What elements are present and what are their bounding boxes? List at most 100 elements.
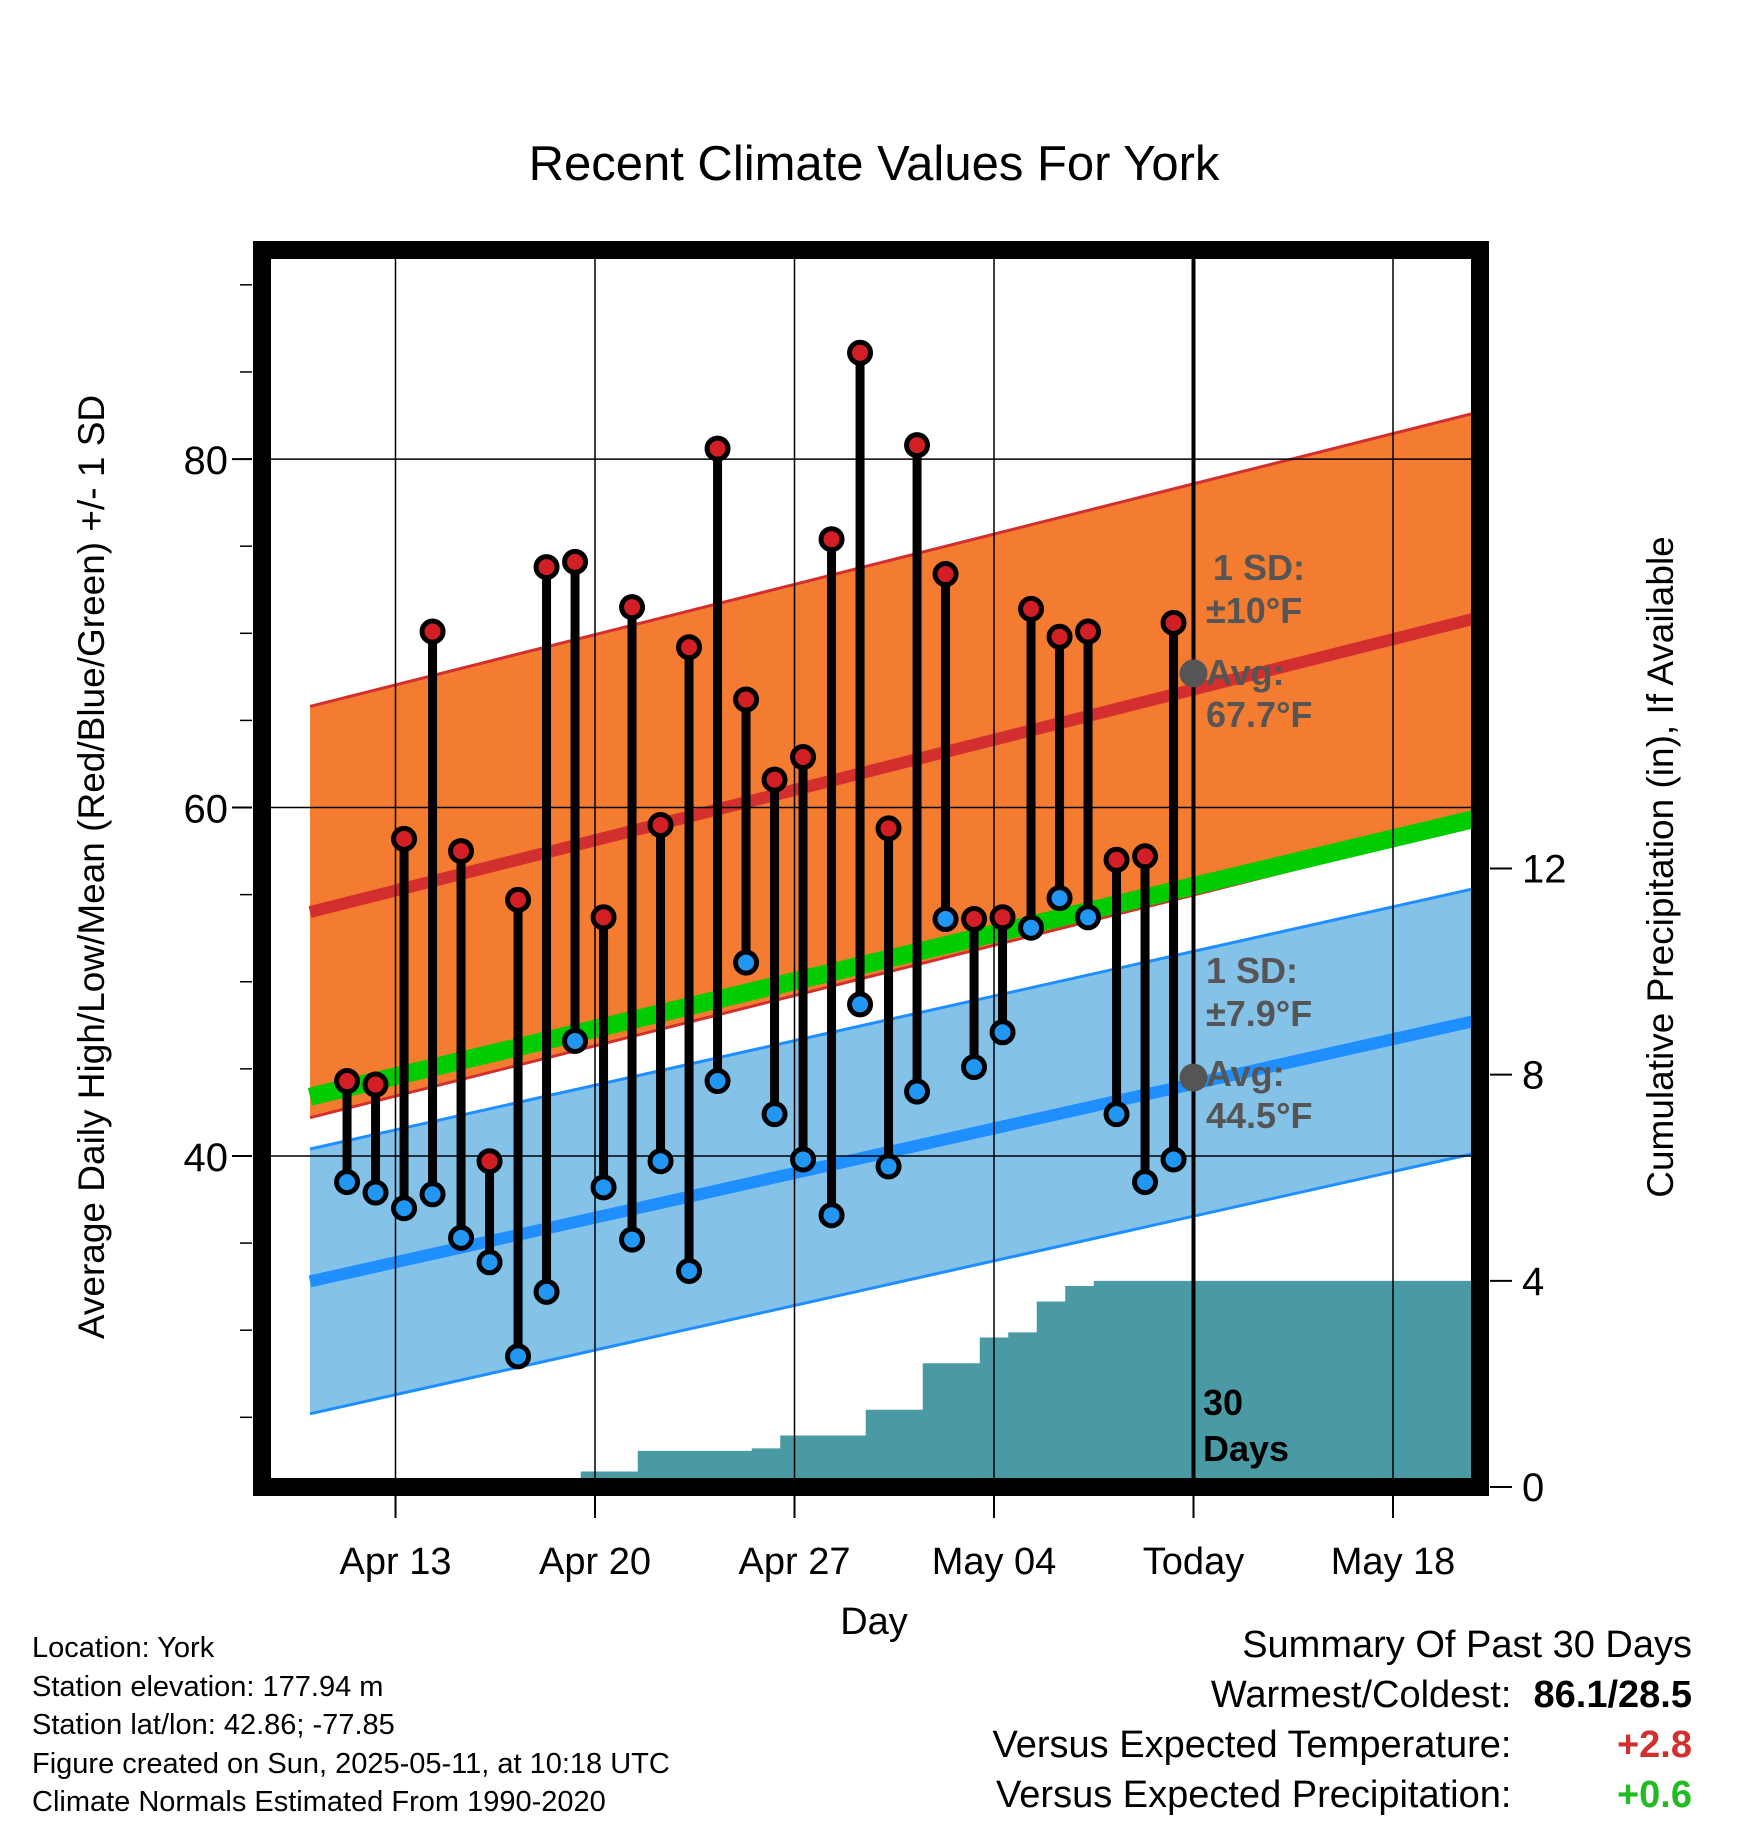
low-band-lower-edge: [309, 1151, 1479, 1416]
low-point: [790, 1146, 817, 1173]
precip-anomaly-label: Versus Expected Precipitation:: [996, 1774, 1512, 1816]
high-avg-label: Avg:: [1206, 652, 1285, 693]
high-point: [419, 618, 446, 645]
high-point: [476, 1148, 503, 1175]
high-point: [590, 904, 617, 931]
low-point: [590, 1174, 617, 1201]
low-point: [932, 906, 959, 933]
high-point: [391, 825, 418, 852]
high-point: [875, 815, 902, 842]
low-point: [362, 1179, 389, 1206]
normals-text: Climate Normals Estimated From 1990-2020: [32, 1786, 606, 1818]
high-point: [1103, 846, 1130, 873]
high-point: [619, 594, 646, 621]
precip-area: [352, 1280, 1479, 1487]
location-text: Location: York: [32, 1632, 215, 1664]
high-point: [562, 548, 589, 575]
high-point: [334, 1068, 361, 1095]
station-info: Location: York Station elevation: 177.94…: [32, 1629, 670, 1822]
high-point: [847, 339, 874, 366]
high-point: [1132, 843, 1159, 870]
high-point: [533, 554, 560, 581]
low-point: [704, 1068, 731, 1095]
x-tick-label: Today: [1143, 1541, 1244, 1583]
x-tick-label: May 04: [932, 1541, 1057, 1583]
high-point: [505, 886, 532, 913]
low-point: [904, 1078, 931, 1105]
low-point: [761, 1101, 788, 1128]
y-tick-label: 80: [184, 439, 229, 483]
summary-heading: Summary Of Past 30 Days: [1242, 1624, 1692, 1666]
x-axis-label: Day: [840, 1601, 908, 1643]
summary-panel: Summary Of Past 30 Days Warmest/Coldest:…: [993, 1620, 1692, 1820]
low-point: [989, 1019, 1016, 1046]
temp-anomaly-value: +2.8: [1616, 1724, 1692, 1766]
days-label-number: 30: [1203, 1382, 1243, 1423]
high-point: [1160, 609, 1187, 636]
low-sd-label: 1 SD:: [1206, 950, 1298, 991]
low-point: [676, 1257, 703, 1284]
low-point: [505, 1343, 532, 1370]
x-tick-label: Apr 27: [739, 1541, 851, 1583]
y2-tick-label: 8: [1522, 1054, 1544, 1098]
low-avg-value: 44.5°F: [1206, 1095, 1312, 1136]
high-point: [1018, 595, 1045, 622]
low-point: [847, 991, 874, 1018]
low-point: [875, 1153, 902, 1180]
temp-anomaly-label: Versus Expected Temperature:: [992, 1724, 1512, 1766]
low-sd-value: ±7.9°F: [1206, 993, 1312, 1034]
low-point: [533, 1278, 560, 1305]
high-today-avg-marker: [1179, 659, 1208, 688]
summary-warm-cold-row: Warmest/Coldest: 86.1/28.5: [993, 1670, 1692, 1720]
high-band-upper-edge: [309, 410, 1479, 708]
x-tick-label: May 18: [1331, 1541, 1456, 1583]
high-point: [761, 766, 788, 793]
high-point: [733, 686, 760, 713]
low-point: [419, 1181, 446, 1208]
high-point: [790, 743, 817, 770]
high-point: [676, 634, 703, 661]
x-tick-label: Apr 13: [340, 1541, 452, 1583]
y2-tick-label: 4: [1522, 1260, 1544, 1304]
high-point: [989, 904, 1016, 931]
y2-tick-label: 0: [1522, 1466, 1544, 1510]
low-point: [1046, 885, 1073, 912]
precip-anomaly-value: +0.6: [1616, 1774, 1692, 1816]
low-normal-line: [308, 1014, 1480, 1288]
low-point: [562, 1027, 589, 1054]
chart-title: Recent Climate Values For York: [529, 137, 1220, 191]
low-point: [334, 1169, 361, 1196]
latlon-text: Station lat/lon: 42.86; -77.85: [32, 1709, 395, 1741]
days-label-unit: Days: [1203, 1428, 1289, 1469]
low-point: [391, 1195, 418, 1222]
low-point: [1103, 1101, 1130, 1128]
low-point: [619, 1226, 646, 1253]
low-avg-label: Avg:: [1206, 1053, 1285, 1094]
low-point: [733, 949, 760, 976]
y2-tick-label: 12: [1522, 848, 1567, 892]
low-point: [1132, 1169, 1159, 1196]
mean-normal-line: [307, 809, 1481, 1106]
elevation-text: Station elevation: 177.94 m: [32, 1670, 384, 1703]
y-tick-label: 40: [184, 1136, 229, 1180]
low-point: [647, 1148, 674, 1175]
high-sd-value: ±10°F: [1206, 590, 1302, 631]
y-axis-label: Average Daily High/Low/Mean (Red/Blue/Gr…: [71, 395, 112, 1339]
plot-frame: [253, 241, 1489, 1496]
y2-axis-label: Cumulative Precipitation (in), If Availa…: [1640, 536, 1681, 1198]
y-tick-label: 60: [184, 788, 229, 832]
high-point: [1046, 623, 1073, 650]
high-point: [362, 1071, 389, 1098]
summary-temp-row: Versus Expected Temperature: +2.8: [993, 1720, 1692, 1770]
low-band-upper-edge: [309, 886, 1479, 1151]
high-avg-value: 67.7°F: [1206, 694, 1312, 735]
low-point: [1018, 914, 1045, 941]
low-point: [818, 1202, 845, 1229]
low-point: [1075, 904, 1102, 931]
low-today-avg-marker: [1179, 1063, 1208, 1092]
created-text: Figure created on Sun, 2025-05-11, at 10…: [32, 1747, 670, 1780]
high-point: [932, 561, 959, 588]
high-point: [704, 435, 731, 462]
high-point: [961, 906, 988, 933]
